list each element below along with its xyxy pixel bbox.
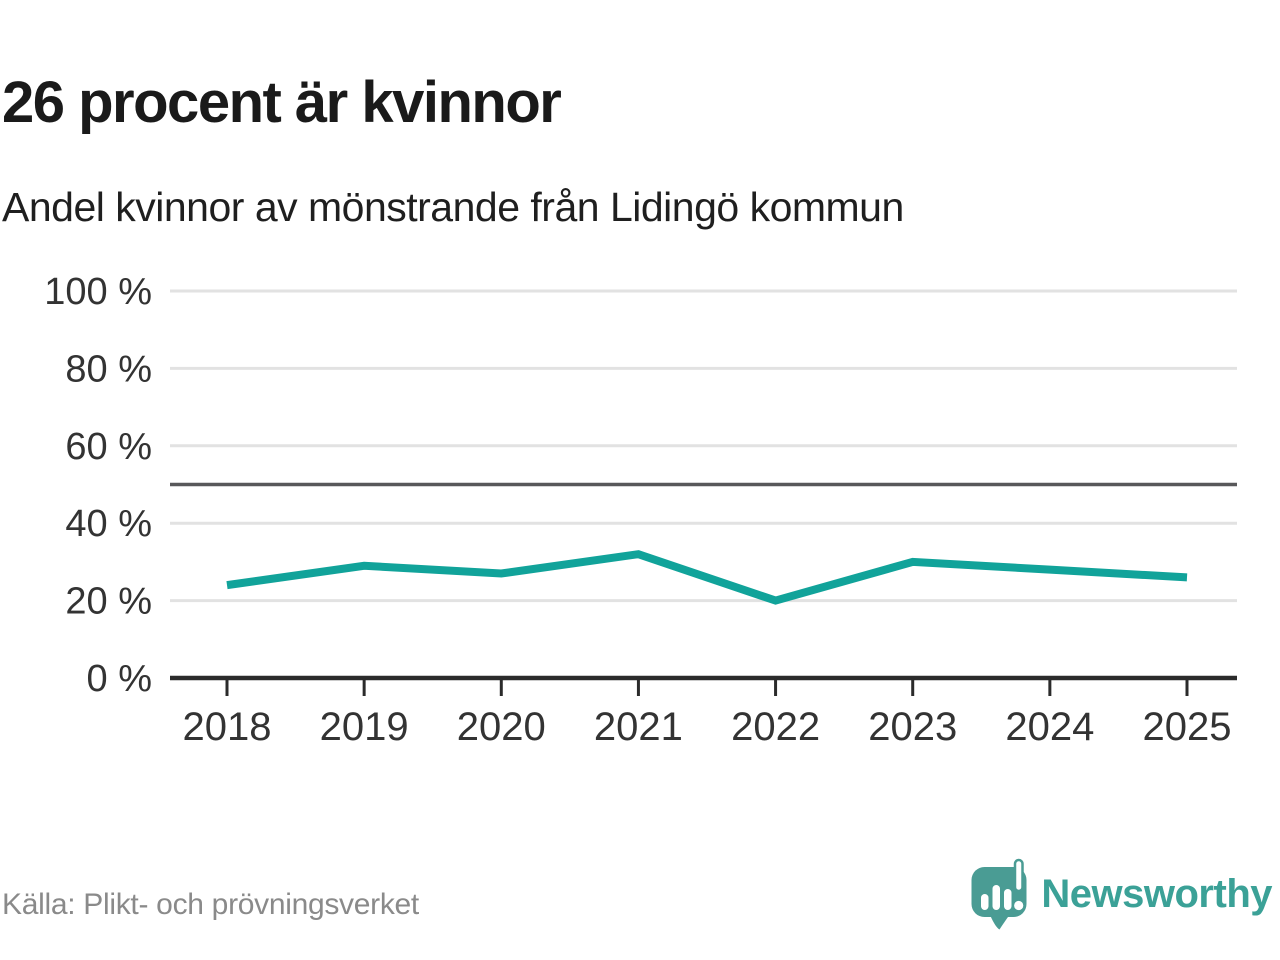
y-axis-label: 60 %: [65, 426, 152, 468]
x-axis-label: 2018: [183, 705, 272, 749]
x-axis-label: 2019: [320, 705, 409, 749]
x-axis-label: 2024: [1005, 705, 1094, 749]
source-caption: Källa: Plikt- och prövningsverket: [2, 888, 419, 922]
x-axis-label: 2023: [868, 705, 957, 749]
x-axis-label: 2020: [457, 705, 546, 749]
y-axis-label: 40 %: [65, 503, 152, 545]
line-chart: 0 % 20 % 40 % 60 % 80 % 100 % 2018 2019 2020 2021…: [0, 250, 1280, 770]
x-axis-label: 2022: [731, 705, 820, 749]
newsworthy-logo: Newsworthy: [970, 858, 1272, 930]
x-axis-label: 2021: [594, 705, 683, 749]
data-line-series: [227, 554, 1187, 600]
y-axis-label: 20 %: [65, 581, 152, 623]
chart-title: 26 procent är kvinnor: [2, 73, 560, 134]
newsworthy-logo-icon: [970, 858, 1028, 930]
newsworthy-logo-text: Newsworthy: [1041, 872, 1272, 917]
line-chart-canvas: 0 % 20 % 40 % 60 % 80 % 100 % 2018 2019 2020 2021…: [0, 250, 1280, 770]
x-axis-label: 2025: [1143, 705, 1232, 749]
infographic-page: 26 procent är kvinnor Andel kvinnor av m…: [0, 0, 1280, 960]
chart-subtitle: Andel kvinnor av mönstrande från Lidingö…: [2, 184, 904, 231]
y-axis-label: 80 %: [65, 348, 152, 390]
y-axis-label: 0 %: [87, 658, 152, 700]
y-axis-label: 100 %: [44, 271, 152, 313]
